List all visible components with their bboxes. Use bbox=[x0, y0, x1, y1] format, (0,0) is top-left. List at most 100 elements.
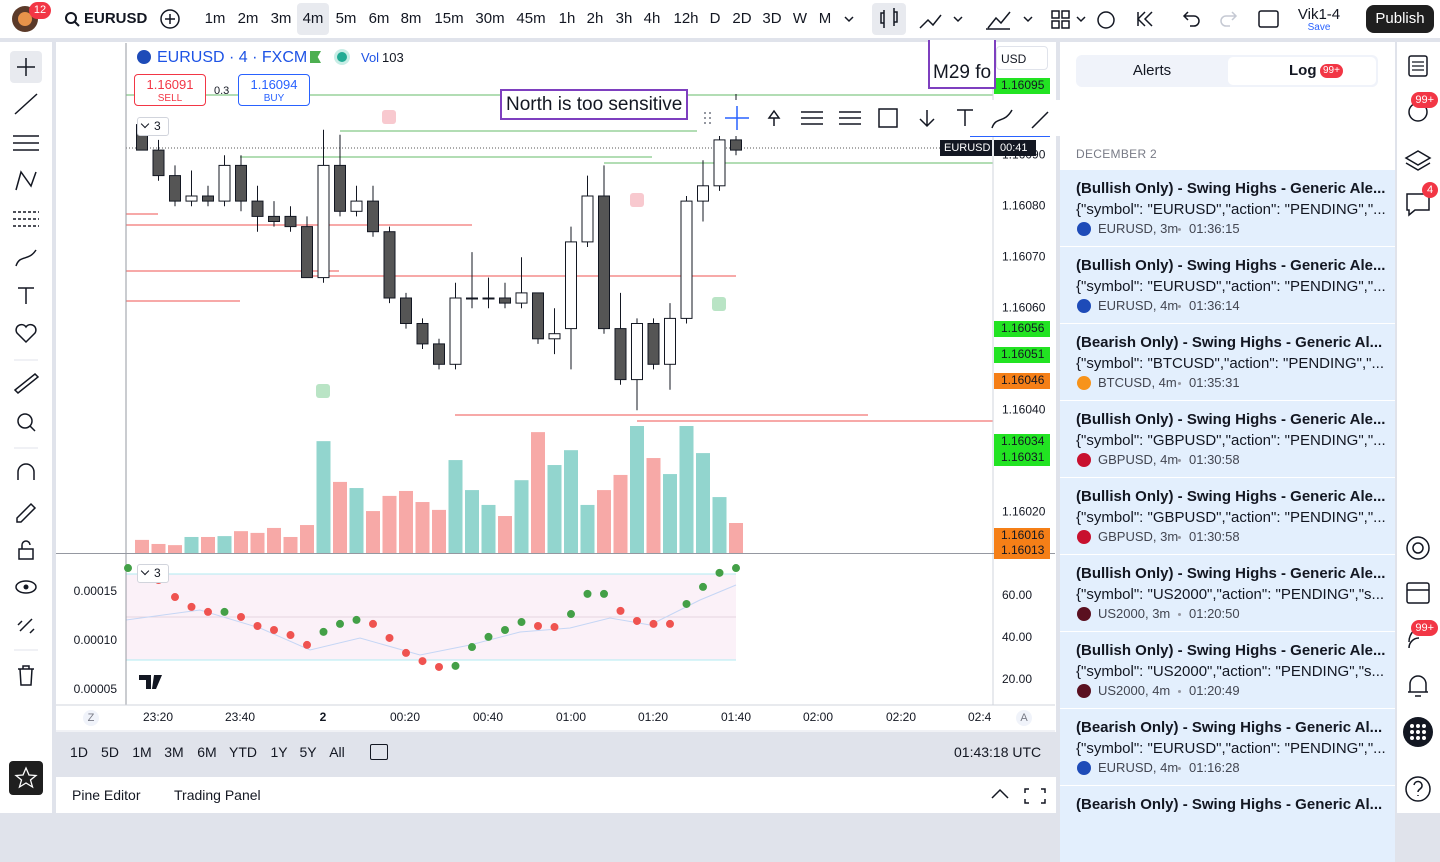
crosshair-tool[interactable] bbox=[725, 106, 749, 130]
interval-button[interactable]: W bbox=[792, 10, 808, 27]
axis-button-label[interactable]: Z bbox=[88, 712, 95, 724]
sell-button[interactable]: 1.16091 SELL bbox=[134, 74, 206, 106]
range-button[interactable]: 1M bbox=[132, 744, 152, 760]
undo-icon[interactable] bbox=[1182, 11, 1200, 27]
alert-log-item[interactable]: (Bullish Only) - Swing Highs - Generic A… bbox=[1060, 555, 1395, 631]
alert-marker[interactable] bbox=[382, 110, 396, 124]
alert-title[interactable]: (Bullish Only) - Swing Highs - Generic A… bbox=[1076, 411, 1386, 428]
trendline-tool[interactable] bbox=[14, 93, 38, 115]
range-button[interactable]: 5Y bbox=[299, 744, 317, 760]
annotation[interactable]: M29 fo bbox=[933, 62, 992, 83]
collapse-badge[interactable]: 3 bbox=[137, 564, 169, 583]
visibility-tool[interactable] bbox=[23, 584, 29, 590]
fib-tool[interactable] bbox=[13, 135, 39, 151]
watchlist-icon[interactable] bbox=[1412, 61, 1424, 71]
alert-icon[interactable] bbox=[1097, 11, 1115, 29]
magnet-tool[interactable] bbox=[17, 463, 35, 480]
watchlist-icon[interactable] bbox=[1408, 55, 1428, 77]
alert-title[interactable]: (Bearish Only) - Swing Highs - Generic A… bbox=[1076, 334, 1383, 351]
alert-marker[interactable] bbox=[316, 384, 330, 398]
layout-icon[interactable] bbox=[1051, 20, 1060, 29]
lock-tool[interactable] bbox=[18, 548, 34, 560]
buy-label[interactable]: BUY bbox=[263, 93, 285, 104]
interval-button[interactable]: 12h bbox=[673, 10, 699, 27]
range-button[interactable]: 6M bbox=[197, 744, 217, 760]
alert-log-item[interactable]: (Bullish Only) - Swing Highs - Generic A… bbox=[1060, 247, 1395, 323]
ruler-tool[interactable] bbox=[13, 372, 40, 395]
range-button[interactable]: YTD bbox=[229, 744, 257, 760]
axis-button-label[interactable]: A bbox=[1020, 712, 1028, 724]
interval-button[interactable]: 4h bbox=[643, 10, 661, 27]
alert-marker[interactable] bbox=[630, 193, 644, 207]
alert-title[interactable]: (Bullish Only) - Swing Highs - Generic A… bbox=[1076, 488, 1386, 505]
brush-tool[interactable] bbox=[15, 249, 37, 267]
fullscreen-icon[interactable] bbox=[1258, 10, 1279, 28]
lock-draw-tool[interactable] bbox=[16, 502, 37, 523]
target-icon[interactable] bbox=[1412, 542, 1424, 554]
interval-button[interactable]: 1m bbox=[204, 10, 226, 27]
target-icon[interactable] bbox=[1406, 536, 1430, 560]
favorites-button[interactable] bbox=[9, 761, 43, 795]
alert-log-item[interactable]: (Bullish Only) - Swing Highs - Generic A… bbox=[1060, 478, 1395, 554]
interval-button[interactable]: 2D bbox=[732, 10, 752, 27]
collapse-badge[interactable]: 3 bbox=[137, 117, 169, 136]
alert-title[interactable]: (Bearish Only) - Swing Highs - Generic A… bbox=[1076, 719, 1383, 736]
alert-log-item[interactable]: (Bullish Only) - Swing Highs - Generic A… bbox=[1060, 401, 1395, 477]
sell-label[interactable]: SELL bbox=[157, 93, 183, 104]
indicator-icon[interactable] bbox=[919, 14, 942, 29]
interval-button[interactable]: 3h bbox=[615, 10, 633, 27]
range-button[interactable]: All bbox=[329, 744, 345, 760]
alert-log-item[interactable]: (Bearish Only) - Swing Highs - Generic A… bbox=[1060, 324, 1395, 400]
crosshair-tool[interactable] bbox=[17, 58, 35, 76]
alert-marker[interactable] bbox=[712, 297, 726, 311]
interval-button[interactable]: 30m bbox=[475, 10, 505, 27]
collapse-icon[interactable] bbox=[991, 788, 1009, 799]
interval-button[interactable]: 5m bbox=[335, 10, 357, 27]
add-symbol[interactable] bbox=[160, 9, 180, 29]
collapse-count[interactable]: 3 bbox=[154, 566, 161, 580]
alert-log-item[interactable]: (Bearish Only) - Swing Highs - Generic A… bbox=[1060, 709, 1395, 785]
calendar-icon[interactable] bbox=[1406, 582, 1430, 604]
range-button[interactable]: 1D bbox=[70, 744, 88, 760]
interval-button[interactable]: D bbox=[709, 10, 721, 27]
sell-price[interactable]: 1.16091 bbox=[146, 77, 194, 92]
pattern-tool[interactable] bbox=[15, 170, 37, 191]
drawing-tool[interactable] bbox=[878, 108, 898, 128]
range-button[interactable]: 1Y bbox=[270, 744, 288, 760]
link-tool[interactable] bbox=[17, 618, 35, 634]
interval-button[interactable]: 1h bbox=[558, 10, 576, 27]
drawing-tool[interactable] bbox=[991, 109, 1013, 129]
axis-button[interactable] bbox=[83, 710, 99, 726]
alert-title[interactable]: (Bullish Only) - Swing Highs - Generic A… bbox=[1076, 565, 1386, 582]
replay-icon[interactable] bbox=[1136, 11, 1153, 27]
axis-button[interactable] bbox=[1016, 710, 1032, 726]
search-icon[interactable] bbox=[74, 21, 80, 27]
search-icon[interactable] bbox=[65, 12, 77, 24]
buy-price[interactable]: 1.16094 bbox=[250, 77, 298, 92]
drawing-tool[interactable] bbox=[1031, 111, 1049, 129]
drawing-tool[interactable] bbox=[957, 109, 973, 126]
interval-button[interactable]: 8m bbox=[400, 10, 422, 27]
volume-label[interactable]: Vol bbox=[361, 50, 380, 65]
maximize-icon[interactable] bbox=[1024, 788, 1046, 804]
drawing-tool[interactable] bbox=[919, 110, 935, 128]
interval-button[interactable]: 6m bbox=[368, 10, 390, 27]
help-icon[interactable] bbox=[1405, 776, 1431, 802]
visibility-tool[interactable] bbox=[15, 580, 37, 594]
range-button[interactable]: 5D bbox=[101, 744, 119, 760]
drawing-tool[interactable] bbox=[801, 111, 823, 125]
layout-icon[interactable] bbox=[1061, 10, 1070, 19]
save-label[interactable]: Save bbox=[1307, 22, 1331, 33]
notification-badge[interactable]: 12 bbox=[29, 2, 51, 19]
currency-select[interactable]: USD bbox=[996, 46, 1048, 70]
projection-tool[interactable] bbox=[13, 211, 39, 227]
alert-log-item[interactable]: (Bearish Only) - Swing Highs - Generic A… bbox=[1060, 786, 1395, 862]
interval-button[interactable]: 2h bbox=[586, 10, 604, 27]
collapse-count[interactable]: 3 bbox=[154, 119, 161, 133]
interval-button[interactable]: M bbox=[818, 10, 832, 27]
collapse-chevron[interactable] bbox=[140, 566, 150, 576]
collapse-chevron[interactable] bbox=[140, 119, 150, 129]
add-symbol[interactable] bbox=[165, 14, 175, 24]
drawing-tool[interactable] bbox=[767, 109, 781, 126]
interval-button[interactable]: 4m bbox=[297, 3, 329, 35]
